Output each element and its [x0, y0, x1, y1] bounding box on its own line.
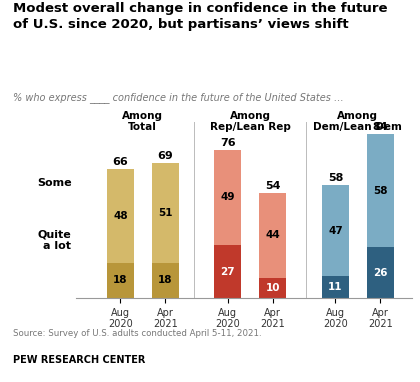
Bar [107, 263, 134, 298]
Bar [215, 150, 241, 245]
Bar [215, 245, 241, 298]
Text: 51: 51 [158, 208, 173, 218]
Text: 49: 49 [220, 193, 235, 202]
Text: 18: 18 [113, 275, 128, 285]
Text: Among
Total: Among Total [122, 110, 163, 132]
Bar [259, 193, 286, 278]
Text: 11: 11 [328, 282, 343, 292]
Text: 18: 18 [158, 275, 173, 285]
Text: Quite
a lot: Quite a lot [38, 230, 71, 251]
Text: 58: 58 [373, 186, 388, 196]
Bar [322, 185, 349, 277]
Text: 44: 44 [265, 230, 280, 241]
Bar [107, 169, 134, 263]
Text: 27: 27 [220, 267, 235, 277]
Text: 84: 84 [373, 122, 388, 132]
Text: 69: 69 [158, 151, 173, 161]
Bar [152, 163, 178, 263]
Text: Modest overall change in confidence in the future
of U.S. since 2020, but partis: Modest overall change in confidence in t… [13, 2, 387, 31]
Bar [152, 263, 178, 298]
Text: 66: 66 [113, 157, 128, 167]
Bar [322, 277, 349, 298]
Text: Among
Dem/Lean Dem: Among Dem/Lean Dem [313, 110, 402, 132]
Text: 26: 26 [373, 267, 388, 278]
Text: Some: Some [37, 178, 71, 188]
Text: 10: 10 [265, 283, 280, 293]
Text: Source: Survey of U.S. adults conducted April 5-11, 2021.: Source: Survey of U.S. adults conducted … [13, 329, 261, 338]
Text: 54: 54 [265, 181, 281, 191]
Text: Among
Rep/Lean Rep: Among Rep/Lean Rep [210, 110, 291, 132]
Bar [367, 134, 394, 247]
Text: % who express ____ confidence in the future of the United States …: % who express ____ confidence in the fut… [13, 92, 344, 103]
Bar [367, 247, 394, 298]
Text: 76: 76 [220, 138, 236, 147]
Text: 48: 48 [113, 211, 128, 221]
Text: 47: 47 [328, 226, 343, 236]
Text: PEW RESEARCH CENTER: PEW RESEARCH CENTER [13, 355, 145, 365]
Text: 58: 58 [328, 173, 343, 183]
Bar [259, 278, 286, 298]
